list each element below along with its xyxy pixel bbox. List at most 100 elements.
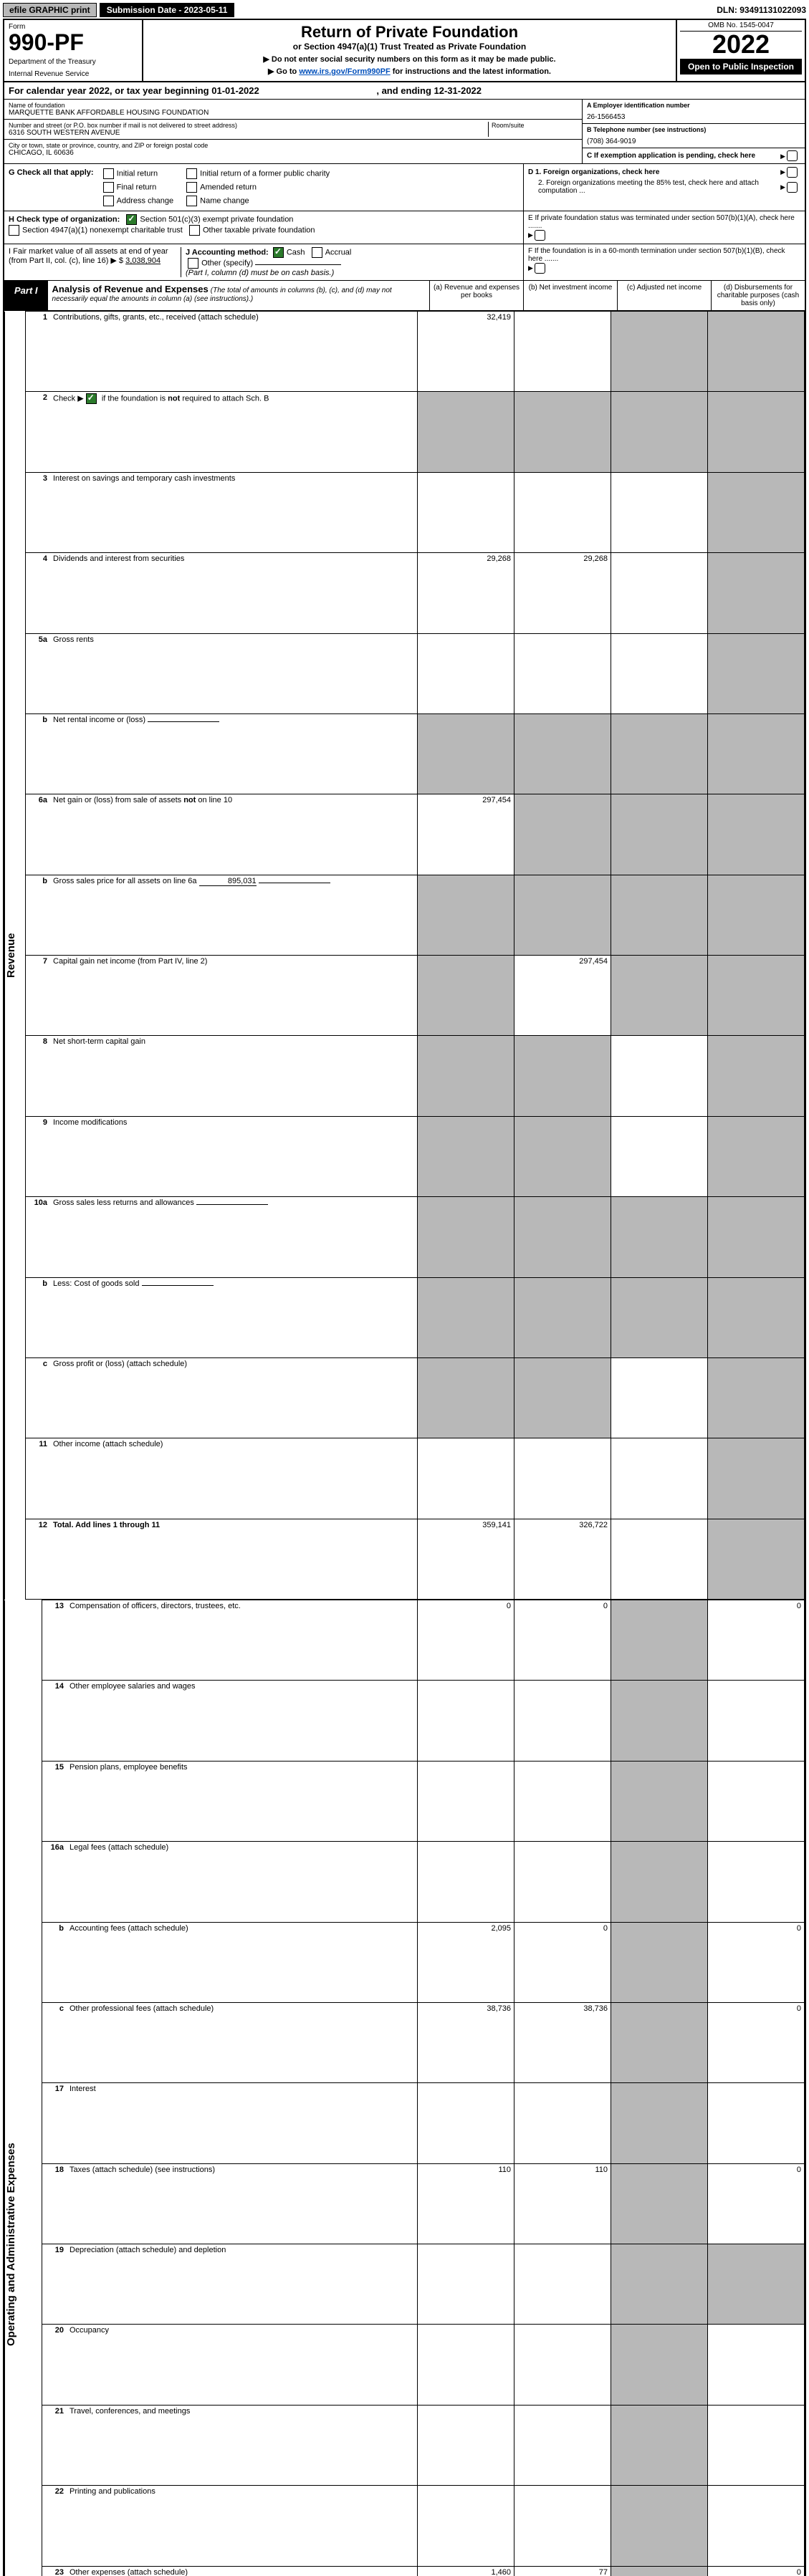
g-amended-label: Amended return <box>200 183 257 191</box>
table-row: 12Total. Add lines 1 through 11359,14132… <box>5 1519 805 1599</box>
instr-ssn: ▶ Do not enter social security numbers o… <box>148 54 671 64</box>
table-row: 22Printing and publications <box>5 2486 805 2566</box>
g-final-checkbox[interactable] <box>103 182 114 193</box>
e-checkbox[interactable] <box>535 230 545 241</box>
line-description: Capital gain net income (from Part IV, l… <box>50 956 418 1036</box>
j-cash-checkbox[interactable] <box>273 247 284 258</box>
g-name-label: Name change <box>200 196 249 205</box>
table-row: 15Pension plans, employee benefits <box>5 1761 805 1841</box>
data-cell <box>611 2244 708 2325</box>
line-number: 9 <box>26 1116 51 1196</box>
data-cell <box>418 956 514 1036</box>
j-accrual-checkbox[interactable] <box>312 247 322 258</box>
data-cell <box>418 1438 514 1519</box>
schb-checkbox[interactable] <box>86 393 97 404</box>
data-cell <box>514 312 611 392</box>
c-checkbox[interactable] <box>787 150 798 161</box>
line-number: 23 <box>42 2566 67 2576</box>
data-cell <box>611 2163 708 2244</box>
data-cell <box>514 713 611 794</box>
data-cell <box>418 2083 514 2163</box>
instructions-link[interactable]: www.irs.gov/Form990PF <box>299 67 390 76</box>
line-number: 11 <box>26 1438 51 1519</box>
line-description: Less: Cost of goods sold <box>50 1277 418 1357</box>
data-cell <box>418 2486 514 2566</box>
data-cell <box>611 1519 708 1599</box>
data-cell <box>708 1438 805 1519</box>
data-cell <box>418 1197 514 1277</box>
line-description: Net rental income or (loss) <box>50 713 418 794</box>
data-cell <box>708 472 805 552</box>
f-checkbox[interactable] <box>535 263 545 274</box>
line-number: b <box>26 875 51 955</box>
line-number: 4 <box>26 553 51 633</box>
data-cell <box>514 1681 611 1761</box>
data-cell <box>708 633 805 713</box>
data-cell: 110 <box>418 2163 514 2244</box>
instr-pre: ▶ Go to <box>268 67 299 76</box>
j-other-checkbox[interactable] <box>188 258 198 269</box>
d2-checkbox[interactable] <box>787 182 798 193</box>
arrow-icon <box>528 231 535 239</box>
table-row: 8Net short-term capital gain <box>5 1036 805 1116</box>
line-number: 12 <box>26 1519 51 1599</box>
data-cell <box>611 1197 708 1277</box>
data-cell <box>708 2405 805 2485</box>
data-cell: 2,095 <box>418 1922 514 2002</box>
g-address-label: Address change <box>117 196 174 205</box>
j-other-label: Other (specify) <box>201 259 253 267</box>
table-row: 7Capital gain net income (from Part IV, … <box>5 956 805 1036</box>
table-row: 2Check ▶ if the foundation is not requir… <box>5 392 805 472</box>
data-cell <box>514 1116 611 1196</box>
g-final-label: Final return <box>117 183 157 191</box>
line-description: Legal fees (attach schedule) <box>67 1842 418 1922</box>
g-initial-checkbox[interactable] <box>103 168 114 179</box>
h-label: H Check type of organization: <box>9 215 120 224</box>
g-address-checkbox[interactable] <box>103 196 114 206</box>
line-number: 21 <box>42 2405 67 2485</box>
h-501c3-checkbox[interactable] <box>126 214 137 225</box>
g-amended-checkbox[interactable] <box>186 182 197 193</box>
data-cell <box>611 2566 708 2576</box>
dln-label: DLN: 93491131022093 <box>717 5 806 15</box>
h-4947-checkbox[interactable] <box>9 225 19 236</box>
g-label: G Check all that apply: <box>9 168 94 177</box>
data-cell: 32,419 <box>418 312 514 392</box>
data-cell <box>708 2486 805 2566</box>
data-cell: 0 <box>708 2566 805 2576</box>
line-description: Other employee salaries and wages <box>67 1681 418 1761</box>
h-other-checkbox[interactable] <box>189 225 200 236</box>
line-number: b <box>26 1277 51 1357</box>
line-description: Gross sales price for all assets on line… <box>50 875 418 955</box>
data-cell <box>611 312 708 392</box>
data-cell <box>514 2325 611 2405</box>
data-cell: 0 <box>708 2163 805 2244</box>
line-description: Contributions, gifts, grants, etc., rece… <box>50 312 418 392</box>
data-cell <box>514 1438 611 1519</box>
data-cell <box>611 1681 708 1761</box>
data-cell <box>708 1681 805 1761</box>
line-description: Check ▶ if the foundation is not require… <box>50 392 418 472</box>
data-cell <box>611 1600 708 1681</box>
line-number: 6a <box>26 794 51 875</box>
data-cell <box>708 794 805 875</box>
line-description: Total. Add lines 1 through 11 <box>50 1519 418 1599</box>
data-cell <box>611 392 708 472</box>
form-number: 990-PF <box>9 31 138 54</box>
data-cell <box>611 1761 708 1841</box>
d1-checkbox[interactable] <box>787 167 798 178</box>
line-number: 3 <box>26 472 51 552</box>
j-label: J Accounting method: <box>186 248 269 256</box>
g-name-checkbox[interactable] <box>186 196 197 206</box>
data-cell: 38,736 <box>418 2002 514 2082</box>
tel-label: B Telephone number (see instructions) <box>587 126 800 133</box>
line-description: Income modifications <box>50 1116 418 1196</box>
data-cell <box>418 633 514 713</box>
table-row: cGross profit or (loss) (attach schedule… <box>5 1357 805 1438</box>
cal-year-end: 12-31-2022 <box>434 85 482 96</box>
efile-button[interactable]: efile GRAPHIC print <box>3 3 97 17</box>
data-cell: 0 <box>708 2002 805 2082</box>
data-cell <box>418 1681 514 1761</box>
g-initial-former-checkbox[interactable] <box>186 168 197 179</box>
data-cell <box>708 713 805 794</box>
